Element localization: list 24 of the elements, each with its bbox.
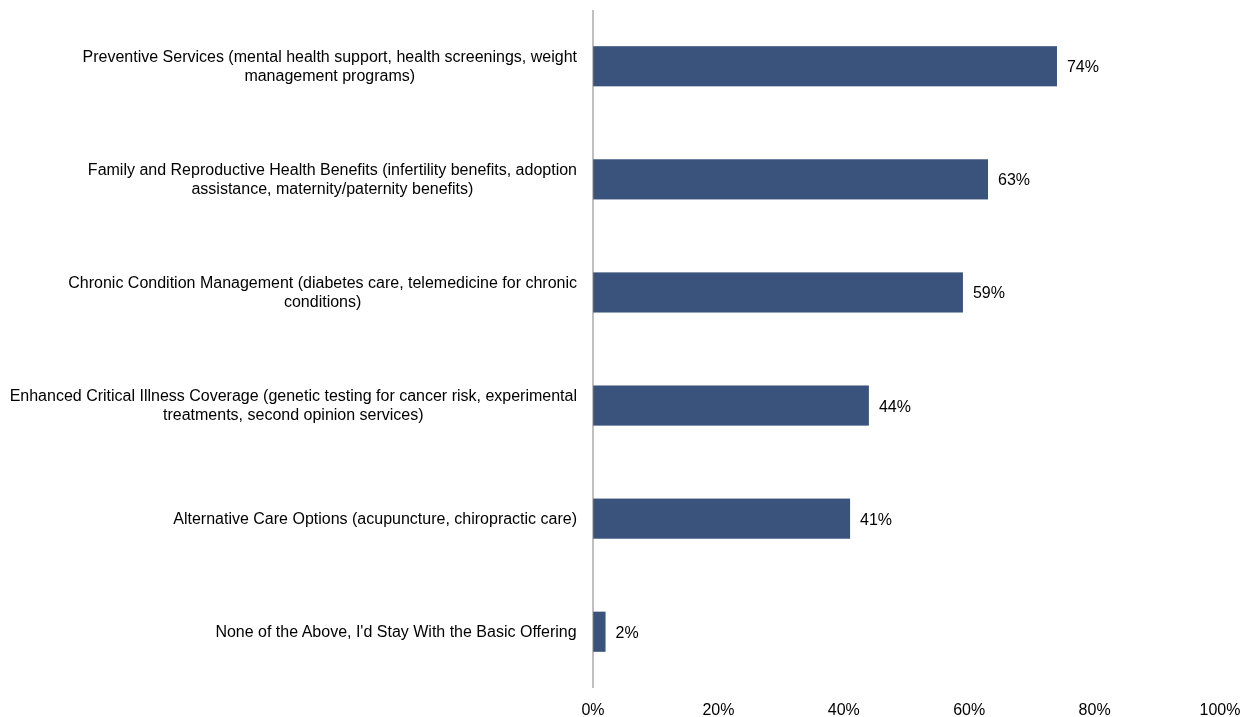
data-label: 44% — [878, 397, 911, 415]
x-tick-label: 0% — [581, 701, 605, 717]
bar — [593, 272, 963, 313]
data-label: 63% — [998, 171, 1031, 189]
y-tick-label: Alternative Care Options (acupuncture, chiropractic care) — [173, 509, 577, 527]
x-tick-label: 20% — [702, 701, 735, 717]
bar — [593, 611, 606, 652]
data-label: 59% — [972, 284, 1005, 302]
x-tick-label: 100% — [1199, 701, 1241, 717]
x-tick-label: 60% — [953, 701, 986, 717]
data-label: 74% — [1066, 58, 1100, 76]
bar — [593, 46, 1057, 87]
x-tick-label: 80% — [1078, 701, 1111, 717]
y-tick-label: Enhanced Critical Illness Coverage (genetic testing for cancer risk, experimental treatments, second opinion services) — [9, 387, 577, 424]
data-label: 41% — [860, 510, 893, 528]
data-label: 2% — [615, 623, 639, 641]
y-tick-label: Chronic Condition Management (diabetes care, telemedicine for chronic conditions) — [68, 273, 577, 310]
y-tick-label: None of the Above, I'd Stay With the Basic Offering — [215, 622, 577, 640]
x-tick-label: 40% — [827, 701, 860, 717]
y-tick-label: Family and Reproductive Health Benefits (infertility benefits, adoption assistance, maternity/paternity benefits) — [87, 160, 577, 197]
bar — [593, 498, 851, 539]
bar — [593, 385, 869, 426]
y-tick-label: Preventive Services (mental health support, health screenings, weight management programs) — [82, 47, 578, 84]
bar — [593, 159, 989, 200]
